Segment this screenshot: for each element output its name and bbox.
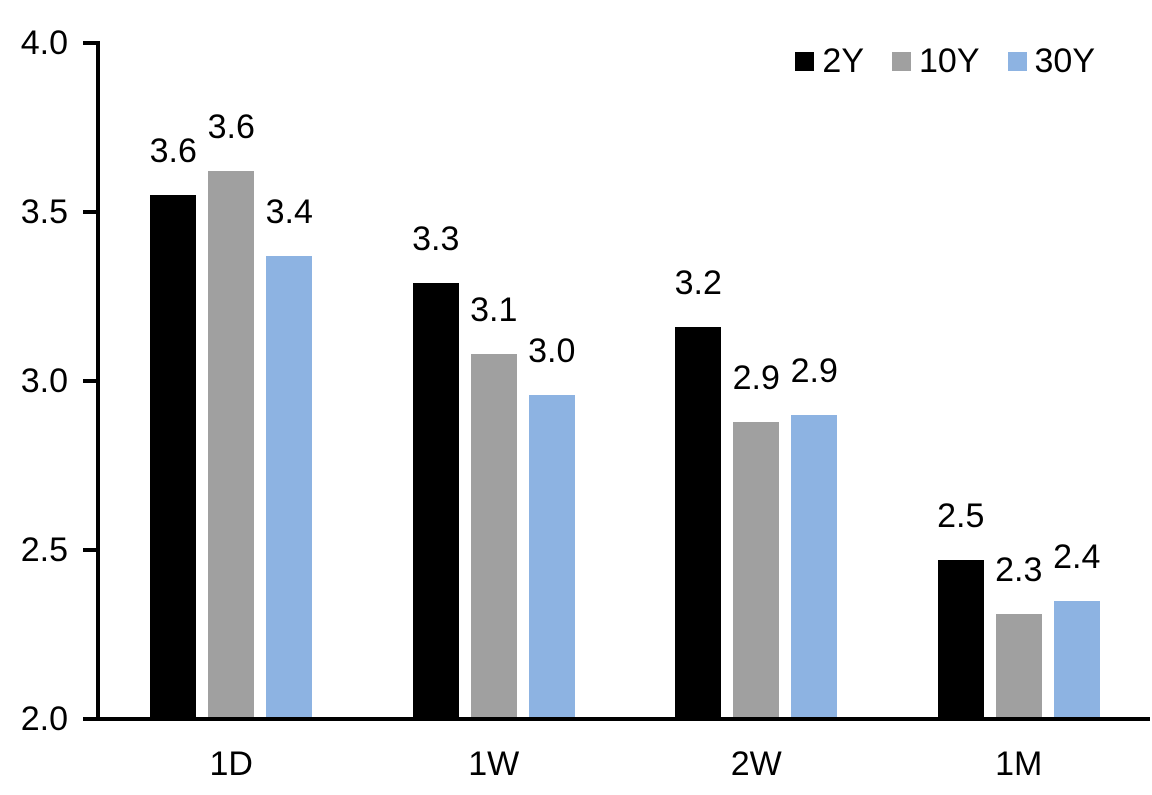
bar-2y-1m bbox=[937, 560, 984, 719]
bar-value-label: 2.9 bbox=[732, 358, 780, 397]
legend-label: 10Y bbox=[919, 42, 980, 80]
legend-item-10y: 10Y bbox=[892, 44, 980, 78]
bar-30y-1m bbox=[1053, 600, 1100, 719]
legend-swatch-icon bbox=[1007, 51, 1027, 71]
bar-2y-1d bbox=[150, 195, 197, 719]
bar-value-label: 3.6 bbox=[207, 108, 255, 147]
y-axis-tick bbox=[83, 210, 96, 214]
y-axis-line bbox=[96, 41, 100, 721]
legend-label: 30Y bbox=[1034, 42, 1096, 80]
bar-10y-1w bbox=[470, 353, 517, 719]
y-axis-tick bbox=[83, 548, 96, 552]
y-axis-tick-label: 4.0 bbox=[20, 24, 68, 62]
x-axis-line bbox=[96, 717, 1150, 721]
bar-value-label: 3.1 bbox=[470, 290, 518, 329]
bar-30y-1d bbox=[266, 255, 313, 719]
bar-value-label: 2.5 bbox=[937, 497, 985, 536]
bar-value-label: 3.4 bbox=[265, 192, 313, 231]
bar-value-label: 3.2 bbox=[674, 263, 722, 302]
legend-item-2y: 2Y bbox=[795, 44, 864, 78]
chart-legend: 2Y 10Y 30Y bbox=[795, 44, 1095, 78]
y-axis-tick-label: 3.0 bbox=[20, 362, 68, 400]
x-axis-category-label: 1W bbox=[468, 745, 520, 783]
bar-value-label: 2.9 bbox=[790, 351, 838, 390]
legend-label: 2Y bbox=[822, 42, 864, 80]
bar-value-label: 3.3 bbox=[412, 219, 460, 258]
x-axis-category-label: 2W bbox=[730, 745, 782, 783]
bar-value-label: 3.6 bbox=[149, 132, 197, 171]
bar-10y-1d bbox=[208, 171, 255, 719]
bar-value-label: 2.3 bbox=[995, 551, 1043, 590]
y-axis-tick bbox=[83, 41, 96, 45]
bar-2y-2w bbox=[675, 326, 722, 719]
y-axis-tick-label: 2.0 bbox=[20, 700, 68, 738]
x-axis-category-label: 1M bbox=[995, 745, 1043, 783]
y-axis-tick bbox=[83, 379, 96, 383]
legend-swatch-icon bbox=[892, 51, 911, 71]
legend-item-30y: 30Y bbox=[1007, 42, 1096, 80]
bar-value-label: 2.4 bbox=[1053, 537, 1101, 576]
y-axis-tick-label: 3.5 bbox=[20, 193, 68, 231]
bar-30y-2w bbox=[791, 414, 838, 719]
legend-swatch-icon bbox=[795, 51, 815, 71]
bar-10y-1m bbox=[995, 614, 1042, 719]
y-axis-tick-label: 2.5 bbox=[20, 531, 68, 569]
x-axis-category-label: 1D bbox=[209, 745, 253, 783]
bar-2y-1w bbox=[412, 282, 459, 719]
bar-30y-1w bbox=[528, 394, 575, 719]
bar-value-label: 3.0 bbox=[528, 331, 576, 370]
y-axis-tick bbox=[83, 717, 96, 721]
bar-10y-2w bbox=[733, 421, 780, 719]
